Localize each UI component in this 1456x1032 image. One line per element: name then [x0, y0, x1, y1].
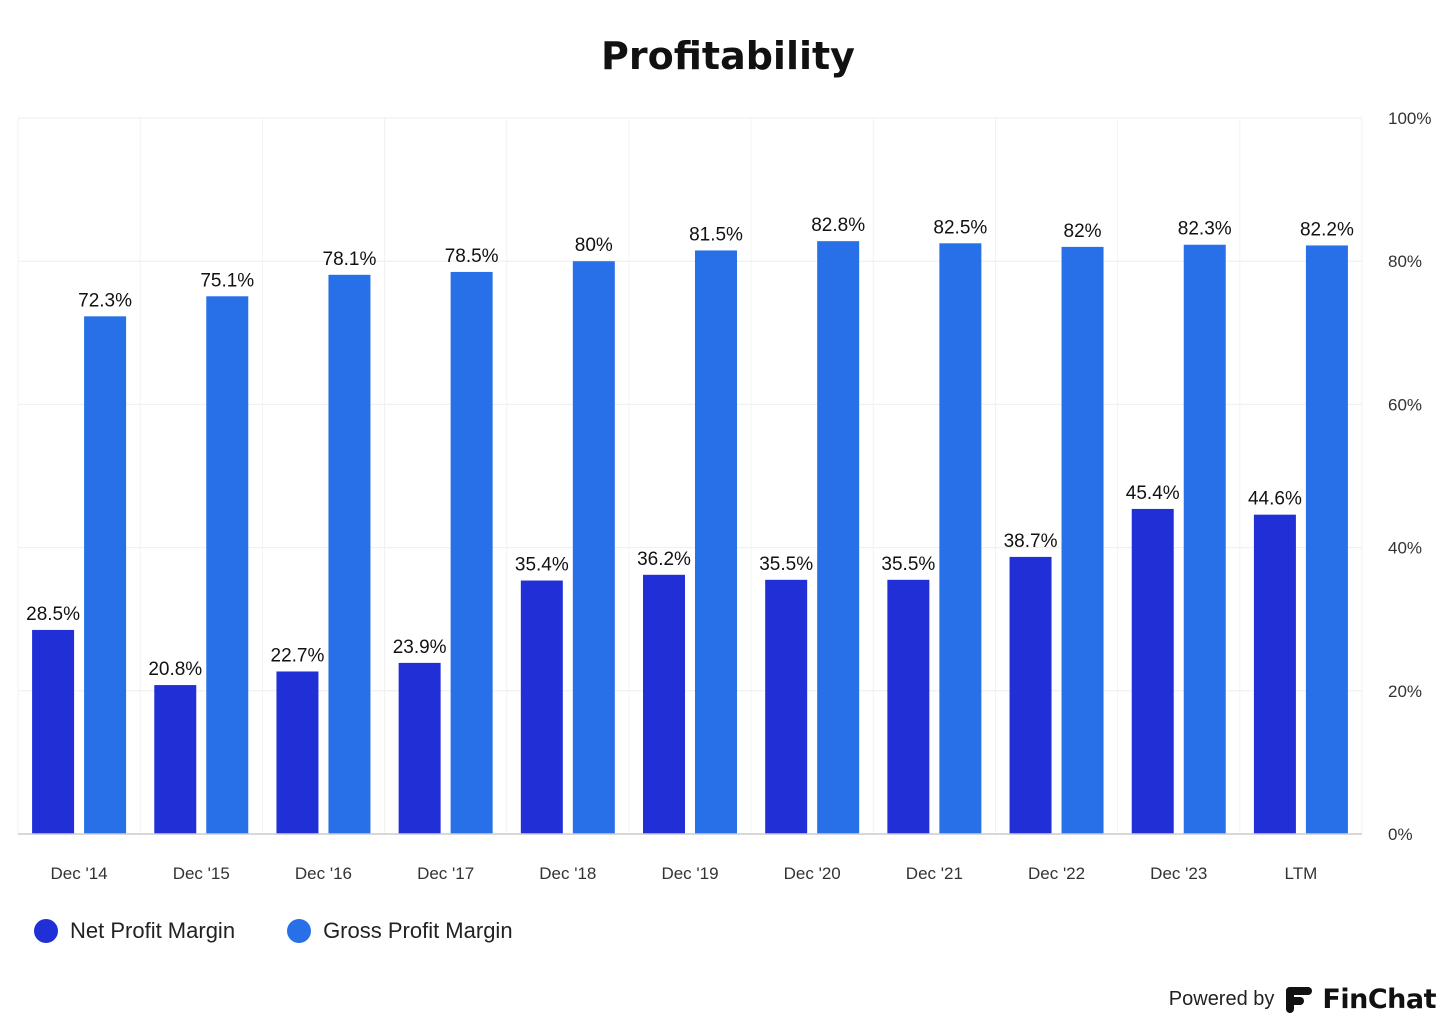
powered-by-text: Powered by: [1168, 988, 1275, 1010]
legend-item-gross-profit-margin[interactable]: Gross Profit Margin: [287, 918, 513, 944]
bar-gross-profit-margin[interactable]: [572, 261, 615, 834]
data-label: 82.3%: [1178, 219, 1232, 240]
bar-net-profit-margin[interactable]: [1253, 514, 1296, 834]
data-label: 75.1%: [200, 270, 254, 291]
bar-net-profit-margin[interactable]: [398, 662, 441, 834]
bar-net-profit-margin[interactable]: [887, 579, 930, 834]
bar-gross-profit-margin[interactable]: [84, 316, 127, 834]
bar-net-profit-margin[interactable]: [154, 685, 197, 834]
x-tick-label: Dec '18: [539, 864, 596, 883]
finchat-brand-name: FinChat: [1322, 984, 1436, 1015]
data-label: 28.5%: [26, 604, 80, 625]
data-label: 22.7%: [271, 645, 325, 666]
bar-gross-profit-margin[interactable]: [1305, 245, 1348, 834]
legend-label-gross: Gross Profit Margin: [323, 918, 513, 943]
data-label: 35.5%: [759, 554, 813, 575]
chart-title: Profitability: [601, 34, 855, 78]
data-label: 72.3%: [78, 290, 132, 311]
data-label: 44.6%: [1248, 489, 1302, 510]
bar-net-profit-margin[interactable]: [1009, 556, 1052, 834]
data-label: 78.1%: [323, 249, 377, 270]
x-tick-label: Dec '14: [51, 864, 108, 883]
y-tick-label: 60%: [1388, 395, 1422, 414]
powered-by-finchat[interactable]: Powered by FinChat: [1168, 984, 1437, 1015]
bar-gross-profit-margin[interactable]: [1183, 244, 1226, 834]
data-label: 81.5%: [689, 224, 743, 245]
x-tick-label: Dec '19: [661, 864, 718, 883]
x-tick-label: Dec '21: [906, 864, 963, 883]
data-label: 82.5%: [933, 217, 987, 238]
finchat-logo-icon: [1286, 986, 1313, 1013]
y-tick-label: 40%: [1388, 539, 1422, 558]
legend-swatch-net: [34, 919, 58, 943]
data-label: 82.8%: [811, 215, 865, 236]
x-tick-label: Dec '23: [1150, 864, 1207, 883]
data-label: 82.2%: [1300, 219, 1354, 240]
data-label: 36.2%: [637, 549, 691, 570]
bar-gross-profit-margin[interactable]: [695, 250, 737, 834]
y-tick-label: 20%: [1388, 682, 1422, 701]
bar-gross-profit-margin[interactable]: [450, 271, 493, 834]
bar-gross-profit-margin[interactable]: [206, 296, 249, 834]
data-label: 38.7%: [1004, 531, 1058, 552]
bar-gross-profit-margin[interactable]: [328, 274, 371, 835]
y-tick-label: 100%: [1388, 109, 1431, 128]
legend-item-net-profit-margin[interactable]: Net Profit Margin: [34, 918, 235, 944]
data-label: 20.8%: [148, 659, 202, 680]
y-tick-label: 80%: [1388, 252, 1422, 271]
bar-net-profit-margin[interactable]: [643, 574, 685, 834]
bar-net-profit-margin[interactable]: [32, 629, 75, 834]
data-label: 35.4%: [515, 555, 569, 576]
x-tick-label: Dec '16: [295, 864, 352, 883]
data-label: 82%: [1064, 221, 1102, 242]
bar-chart: 28.5% 72.3% 20.8% 75.1% 22.7% 78.1% 23.9% 78.5%…: [17, 109, 1431, 883]
legend-label-net: Net Profit Margin: [70, 918, 236, 943]
data-label: 80%: [575, 235, 613, 256]
x-tick-label: Dec '17: [417, 864, 474, 883]
bar-gross-profit-margin[interactable]: [939, 243, 982, 835]
x-tick-label: Dec '15: [173, 864, 230, 883]
x-tick-label: Dec '22: [1028, 864, 1085, 883]
data-label: 23.9%: [393, 637, 447, 658]
legend-swatch-gross: [287, 919, 312, 943]
data-label: 78.5%: [445, 246, 499, 267]
x-tick-label: LTM: [1285, 864, 1318, 883]
y-tick-label: 0%: [1388, 825, 1413, 844]
bar-net-profit-margin[interactable]: [520, 580, 563, 834]
bar-net-profit-margin[interactable]: [1131, 508, 1174, 834]
data-label: 35.5%: [881, 554, 935, 575]
data-label: 45.4%: [1126, 483, 1180, 504]
bar-gross-profit-margin[interactable]: [817, 241, 860, 835]
chart-legend: Net Profit Margin Gross Profit Margin: [34, 918, 565, 944]
bar-net-profit-margin[interactable]: [276, 671, 319, 834]
x-tick-label: Dec '20: [784, 864, 841, 883]
bar-net-profit-margin[interactable]: [765, 579, 808, 834]
bar-gross-profit-margin[interactable]: [1061, 246, 1104, 834]
